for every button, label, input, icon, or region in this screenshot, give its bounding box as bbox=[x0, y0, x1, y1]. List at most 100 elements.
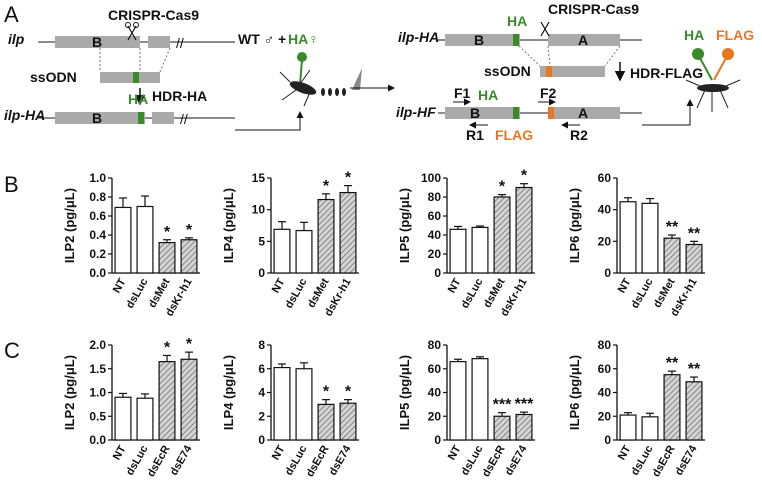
significance-label: ** bbox=[666, 219, 679, 236]
bar bbox=[273, 366, 291, 441]
bar bbox=[180, 358, 198, 441]
tool-label: CRISPR-Cas9 bbox=[548, 1, 639, 17]
bar bbox=[471, 358, 489, 441]
y-tick-label: 0.2 bbox=[89, 247, 106, 261]
bar bbox=[273, 228, 291, 274]
y-tick-label: 5 bbox=[258, 234, 265, 248]
y-tick-label: 0 bbox=[258, 266, 265, 280]
x-tick-label: NT bbox=[446, 443, 464, 462]
exon-label: A bbox=[578, 105, 588, 121]
y-tick-label: 0.0 bbox=[89, 433, 106, 447]
tag-label: FLAG bbox=[716, 27, 754, 43]
y-tick-label: 0.4 bbox=[89, 228, 106, 242]
y-tick-label: 15 bbox=[252, 171, 266, 185]
y-tick-label: 80 bbox=[598, 338, 612, 352]
bar bbox=[685, 243, 703, 274]
y-tick-label: 4 bbox=[258, 386, 265, 400]
y-tick-label: 40 bbox=[428, 228, 442, 242]
y-tick-label: 60 bbox=[598, 362, 612, 376]
panel-label: B bbox=[4, 172, 19, 197]
y-axis-label: ILP6 (pg/μL) bbox=[567, 188, 582, 263]
significance-label: * bbox=[323, 384, 330, 401]
bar bbox=[295, 229, 313, 274]
step-label: HDR-FLAG bbox=[630, 65, 703, 81]
cross-label: WT ♂ + bbox=[238, 31, 286, 47]
tag-label: HA bbox=[684, 27, 704, 43]
tool-label: CRISPR-Cas9 bbox=[108, 7, 199, 23]
y-tick-label: 20 bbox=[598, 234, 612, 248]
bar bbox=[136, 397, 154, 441]
significance-label: * bbox=[345, 170, 352, 187]
x-tick-label: NT bbox=[616, 276, 634, 295]
significance-label: * bbox=[323, 178, 330, 195]
y-tick-label: 100 bbox=[421, 171, 441, 185]
significance-label: ** bbox=[688, 361, 701, 378]
x-tick-label: NT bbox=[111, 443, 129, 462]
panel-label: A bbox=[4, 2, 19, 27]
bar bbox=[317, 198, 335, 274]
oligo-label: ssODN bbox=[484, 63, 531, 79]
y-tick-label: 2 bbox=[258, 409, 265, 423]
bar bbox=[493, 415, 511, 441]
significance-label: *** bbox=[515, 396, 534, 413]
tag-label: HA bbox=[128, 91, 148, 107]
bar bbox=[641, 416, 659, 441]
y-tick-label: 0 bbox=[258, 433, 265, 447]
bar bbox=[317, 403, 335, 441]
bar bbox=[339, 191, 357, 274]
significance-label: * bbox=[164, 339, 171, 356]
bar bbox=[515, 413, 533, 441]
y-tick-label: 6 bbox=[258, 362, 265, 376]
significance-label: ** bbox=[666, 355, 679, 372]
bar bbox=[114, 206, 132, 274]
gene-label: ilp-HA bbox=[4, 107, 45, 123]
panel-label: C bbox=[4, 338, 20, 363]
x-tick-label: NT bbox=[446, 276, 464, 295]
y-tick-label: 0 bbox=[434, 433, 441, 447]
y-tick-label: 1.0 bbox=[89, 386, 106, 400]
bar bbox=[136, 205, 154, 274]
bar bbox=[295, 368, 313, 441]
gene-label: ilp-HA bbox=[398, 29, 439, 45]
y-tick-label: 10 bbox=[252, 203, 266, 217]
gene-label: ilp bbox=[8, 31, 25, 47]
x-tick-label: dsE74 bbox=[168, 443, 195, 478]
bar bbox=[619, 201, 637, 274]
y-tick-label: 80 bbox=[428, 338, 442, 352]
y-tick-label: 0 bbox=[434, 266, 441, 280]
gene-label: ilp-HF bbox=[396, 104, 436, 120]
x-tick-label: dsLuc bbox=[283, 277, 310, 311]
y-axis-label: ILP2 (pg/μL) bbox=[62, 355, 77, 430]
bar bbox=[114, 396, 132, 441]
y-tick-label: 80 bbox=[428, 190, 442, 204]
x-tick-label: NT bbox=[270, 276, 288, 295]
x-tick-label: NT bbox=[616, 443, 634, 462]
step-label: HDR-HA bbox=[152, 88, 207, 104]
primer-label: F2 bbox=[540, 85, 557, 101]
x-tick-label: NT bbox=[111, 276, 129, 295]
y-tick-label: 40 bbox=[598, 386, 612, 400]
bar bbox=[449, 228, 467, 274]
significance-label: * bbox=[499, 179, 506, 196]
y-tick-label: 0.0 bbox=[89, 266, 106, 280]
x-tick-label: NT bbox=[270, 443, 288, 462]
y-tick-label: 0 bbox=[604, 433, 611, 447]
y-tick-label: 1.5 bbox=[89, 362, 106, 376]
bar bbox=[471, 226, 489, 274]
tag-label: FLAG bbox=[495, 127, 533, 143]
significance-label: * bbox=[164, 224, 171, 241]
x-tick-label: dsE74 bbox=[327, 443, 354, 478]
y-tick-label: 0.6 bbox=[89, 209, 106, 223]
significance-label: *** bbox=[493, 397, 512, 414]
significance-label: ** bbox=[688, 225, 701, 242]
y-axis-label: ILP4 (pg/μL) bbox=[221, 188, 236, 263]
y-tick-label: 0.8 bbox=[89, 190, 106, 204]
y-tick-label: 1.0 bbox=[89, 171, 106, 185]
exon-label: B bbox=[474, 32, 484, 48]
bar bbox=[158, 242, 176, 274]
bar bbox=[619, 414, 637, 441]
x-tick-label: dsLuc bbox=[124, 277, 151, 311]
y-tick-label: 20 bbox=[598, 409, 612, 423]
significance-label: * bbox=[345, 384, 352, 401]
exon-label: A bbox=[578, 32, 588, 48]
